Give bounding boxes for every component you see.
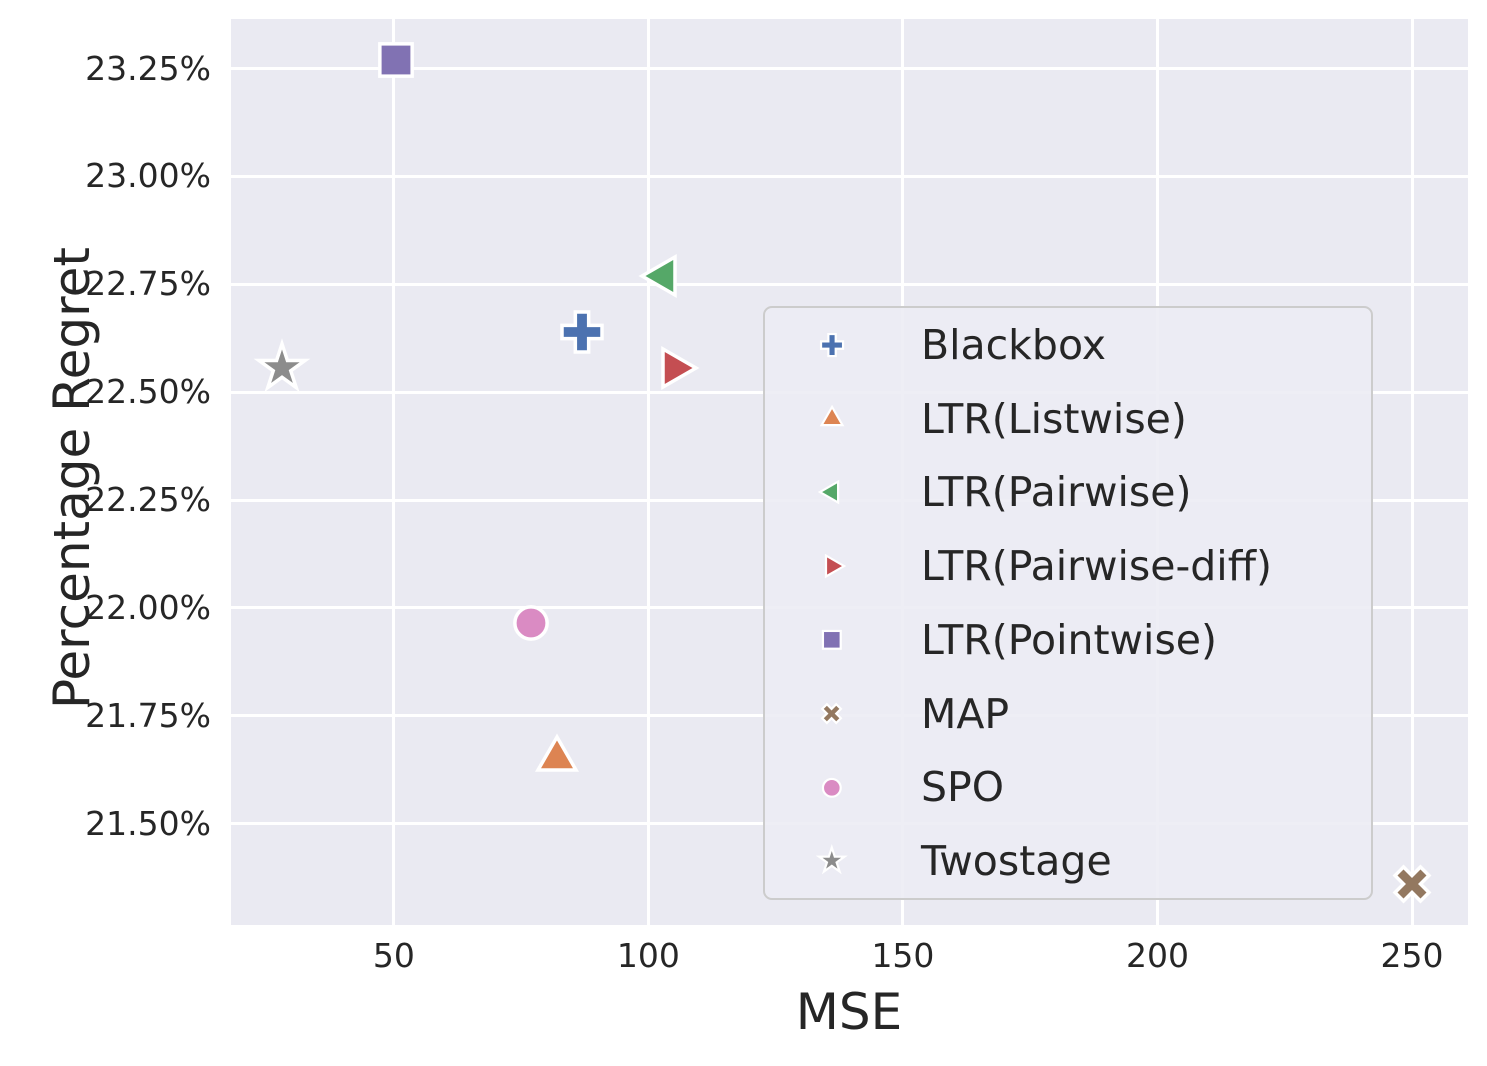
marker-ltr-listwise- <box>524 726 589 791</box>
y-tick-label: 23.00% <box>85 156 211 196</box>
x-tick-label: 250 <box>1380 936 1444 975</box>
legend-label: SPO <box>921 763 1005 812</box>
triangle-up-icon <box>765 400 899 438</box>
x-icon <box>765 696 899 731</box>
circle-icon <box>765 771 899 805</box>
legend-label: Blackbox <box>921 320 1107 369</box>
marker-twostage <box>248 335 316 403</box>
gridline-x <box>646 19 650 925</box>
legend-row-ltr-pairwise-: LTR(Pairwise) <box>765 456 1371 530</box>
y-tick-label: 21.75% <box>85 695 211 735</box>
legend-label: Twostage <box>921 837 1112 886</box>
marker-ltr-pairwise-diff- <box>641 336 706 401</box>
gridline-y <box>231 282 1468 286</box>
legend: Blackbox LTR(Listwise) LTR(Pairwise) LTR(Pa… <box>763 306 1373 900</box>
marker-spo <box>503 595 560 652</box>
legend-row-twostage: Twostage <box>765 824 1371 898</box>
marker-blackbox <box>550 299 615 364</box>
legend-label: MAP <box>921 689 1010 738</box>
marker-ltr-pointwise- <box>368 32 425 89</box>
triangle-right-icon <box>765 547 899 585</box>
legend-row-map: MAP <box>765 677 1371 751</box>
marker-map <box>1382 854 1442 914</box>
legend-label: LTR(Pairwise) <box>921 468 1192 517</box>
marker-ltr-pairwise- <box>631 243 696 308</box>
star-icon <box>765 841 899 881</box>
x-tick-label: 200 <box>1125 936 1189 975</box>
x-tick-label: 100 <box>616 936 680 975</box>
legend-row-blackbox: Blackbox <box>765 308 1371 382</box>
x-tick-label: 50 <box>372 936 415 975</box>
x-axis-label: MSE <box>795 983 903 1041</box>
plot-area: Blackbox LTR(Listwise) LTR(Pairwise) LTR(Pa… <box>231 19 1468 925</box>
y-tick-label: 22.75% <box>85 264 211 304</box>
gridline-x <box>1410 19 1414 925</box>
square-icon <box>765 623 899 657</box>
y-tick-label: 22.25% <box>85 480 211 520</box>
x-tick-label: 150 <box>871 936 935 975</box>
gridline-y <box>231 67 1468 71</box>
gridline-y <box>231 174 1468 178</box>
triangle-left-icon <box>765 473 899 511</box>
y-tick-label: 22.50% <box>85 372 211 412</box>
y-tick-label: 21.50% <box>85 803 211 843</box>
legend-row-ltr-listwise-: LTR(Listwise) <box>765 382 1371 456</box>
plus-icon <box>765 326 899 364</box>
legend-row-ltr-pointwise-: LTR(Pointwise) <box>765 603 1371 677</box>
y-tick-label: 22.00% <box>85 587 211 627</box>
legend-label: LTR(Pointwise) <box>921 615 1218 664</box>
legend-row-spo: SPO <box>765 751 1371 825</box>
legend-row-ltr-pairwise-diff-: LTR(Pairwise-diff) <box>765 529 1371 603</box>
legend-label: LTR(Pairwise-diff) <box>921 542 1272 591</box>
y-tick-label: 23.25% <box>85 48 211 88</box>
gridline-x <box>392 19 396 925</box>
legend-label: LTR(Listwise) <box>921 394 1187 443</box>
